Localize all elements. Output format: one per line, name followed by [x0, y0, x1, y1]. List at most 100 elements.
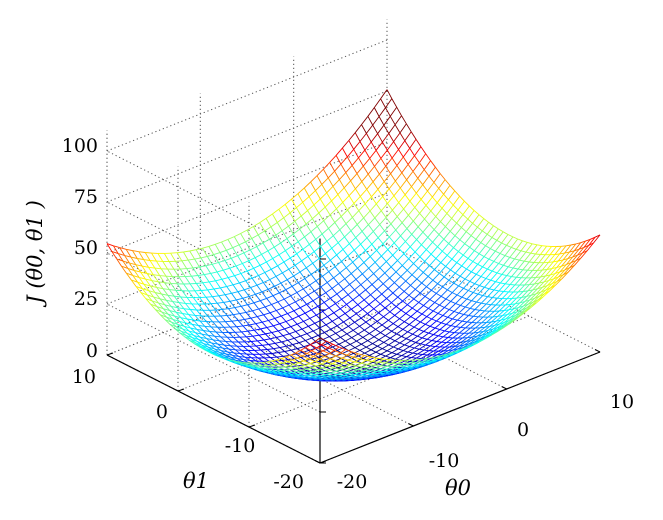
mesh-segment — [318, 353, 325, 357]
mesh-segment — [236, 326, 242, 333]
mesh-segment — [116, 258, 122, 267]
mesh-segment — [296, 292, 303, 299]
mesh-segment — [411, 186, 417, 194]
mesh-segment — [179, 302, 186, 304]
mesh-segment — [334, 216, 342, 223]
mesh-segment — [348, 140, 355, 150]
mesh-segment — [551, 267, 557, 270]
mesh-segment — [469, 307, 476, 310]
mesh-segment — [239, 282, 245, 291]
mesh-segment — [402, 156, 409, 165]
mesh-segment — [197, 303, 204, 311]
mesh-segment — [487, 325, 495, 331]
mesh-segment — [385, 330, 392, 336]
mesh-segment — [482, 230, 488, 235]
mesh-segment — [383, 173, 391, 182]
mesh-segment — [277, 330, 284, 337]
mesh-segment — [411, 274, 418, 280]
mesh-segment — [436, 350, 444, 356]
mesh-segment — [382, 348, 388, 352]
mesh-segment — [516, 269, 524, 278]
mesh-segment — [331, 320, 338, 327]
mesh-segment — [327, 343, 333, 348]
mesh-segment — [171, 321, 177, 328]
mesh-segment — [501, 291, 509, 299]
mesh-segment — [276, 355, 284, 358]
mesh-segment — [196, 283, 202, 291]
mesh-segment — [493, 225, 499, 230]
mesh-segment — [425, 196, 433, 206]
mesh-segment — [472, 261, 478, 265]
mesh-segment — [399, 342, 405, 346]
mesh-segment — [270, 269, 277, 277]
mesh-segment — [365, 356, 372, 361]
mesh-segment — [254, 350, 260, 355]
mesh-segment — [281, 313, 288, 317]
mesh-segment — [344, 308, 352, 314]
mesh-segment — [458, 278, 466, 287]
mesh-segment — [275, 276, 282, 284]
mesh-segment — [506, 291, 514, 300]
mesh-segment — [499, 245, 507, 254]
mesh-segment — [143, 283, 150, 291]
mesh-segment — [234, 331, 241, 338]
mesh-segment — [313, 251, 320, 259]
mesh-segment — [325, 253, 331, 261]
mesh-segment — [390, 260, 398, 268]
mesh-segment — [332, 346, 338, 351]
mesh-segment — [320, 316, 328, 321]
mesh-segment — [479, 322, 487, 329]
mesh-segment — [316, 363, 322, 367]
mesh-segment — [378, 358, 384, 363]
mesh-segment — [183, 283, 189, 292]
back-gridlines — [106, 19, 601, 464]
mesh-segment — [143, 259, 151, 261]
mesh-segment — [351, 157, 359, 166]
mesh-segment — [390, 216, 398, 225]
mesh-segment — [368, 364, 375, 369]
mesh-segment — [514, 277, 522, 286]
mesh-segment — [450, 294, 458, 302]
mesh-segment — [425, 249, 432, 255]
mesh-segment — [392, 209, 398, 217]
mesh-segment — [125, 249, 132, 258]
mesh-segment — [310, 341, 316, 345]
mesh-segment — [385, 107, 391, 117]
mesh-segment — [490, 248, 496, 252]
mesh-segment — [464, 271, 472, 280]
mesh-segment — [194, 257, 201, 260]
mesh-segment — [264, 230, 270, 240]
mesh-segment — [300, 366, 307, 370]
mesh-segment — [330, 358, 338, 362]
mesh-segment — [203, 343, 211, 346]
mesh-segment — [502, 231, 509, 235]
mesh-segment — [360, 317, 367, 323]
mesh-segment — [246, 226, 254, 231]
mesh-segment — [304, 278, 311, 286]
mesh-segment — [213, 287, 221, 290]
mesh-segment — [400, 269, 408, 277]
mesh-segment — [525, 270, 533, 279]
mesh-segment — [161, 293, 167, 301]
mesh-segment — [413, 321, 421, 328]
mesh-segment — [562, 251, 570, 261]
mesh-segment — [424, 253, 432, 262]
mesh-segment — [452, 195, 460, 206]
mesh-segment — [505, 283, 511, 285]
mesh-segment — [331, 247, 337, 256]
mesh-segment — [403, 350, 409, 353]
mesh-segment — [412, 302, 419, 309]
mesh-segment — [360, 278, 368, 286]
mesh-segment — [255, 345, 262, 351]
mesh-segment — [209, 331, 215, 337]
mesh-segment — [313, 369, 319, 373]
mesh-segment — [346, 370, 354, 373]
mesh-segment — [248, 293, 256, 297]
mesh-segment — [370, 294, 376, 300]
mesh-segment — [275, 272, 283, 277]
mesh-segment — [434, 269, 440, 274]
mesh-segment — [343, 187, 350, 196]
mesh-segment — [580, 240, 586, 244]
mesh-segment — [361, 362, 368, 365]
mesh-segment — [299, 303, 307, 309]
